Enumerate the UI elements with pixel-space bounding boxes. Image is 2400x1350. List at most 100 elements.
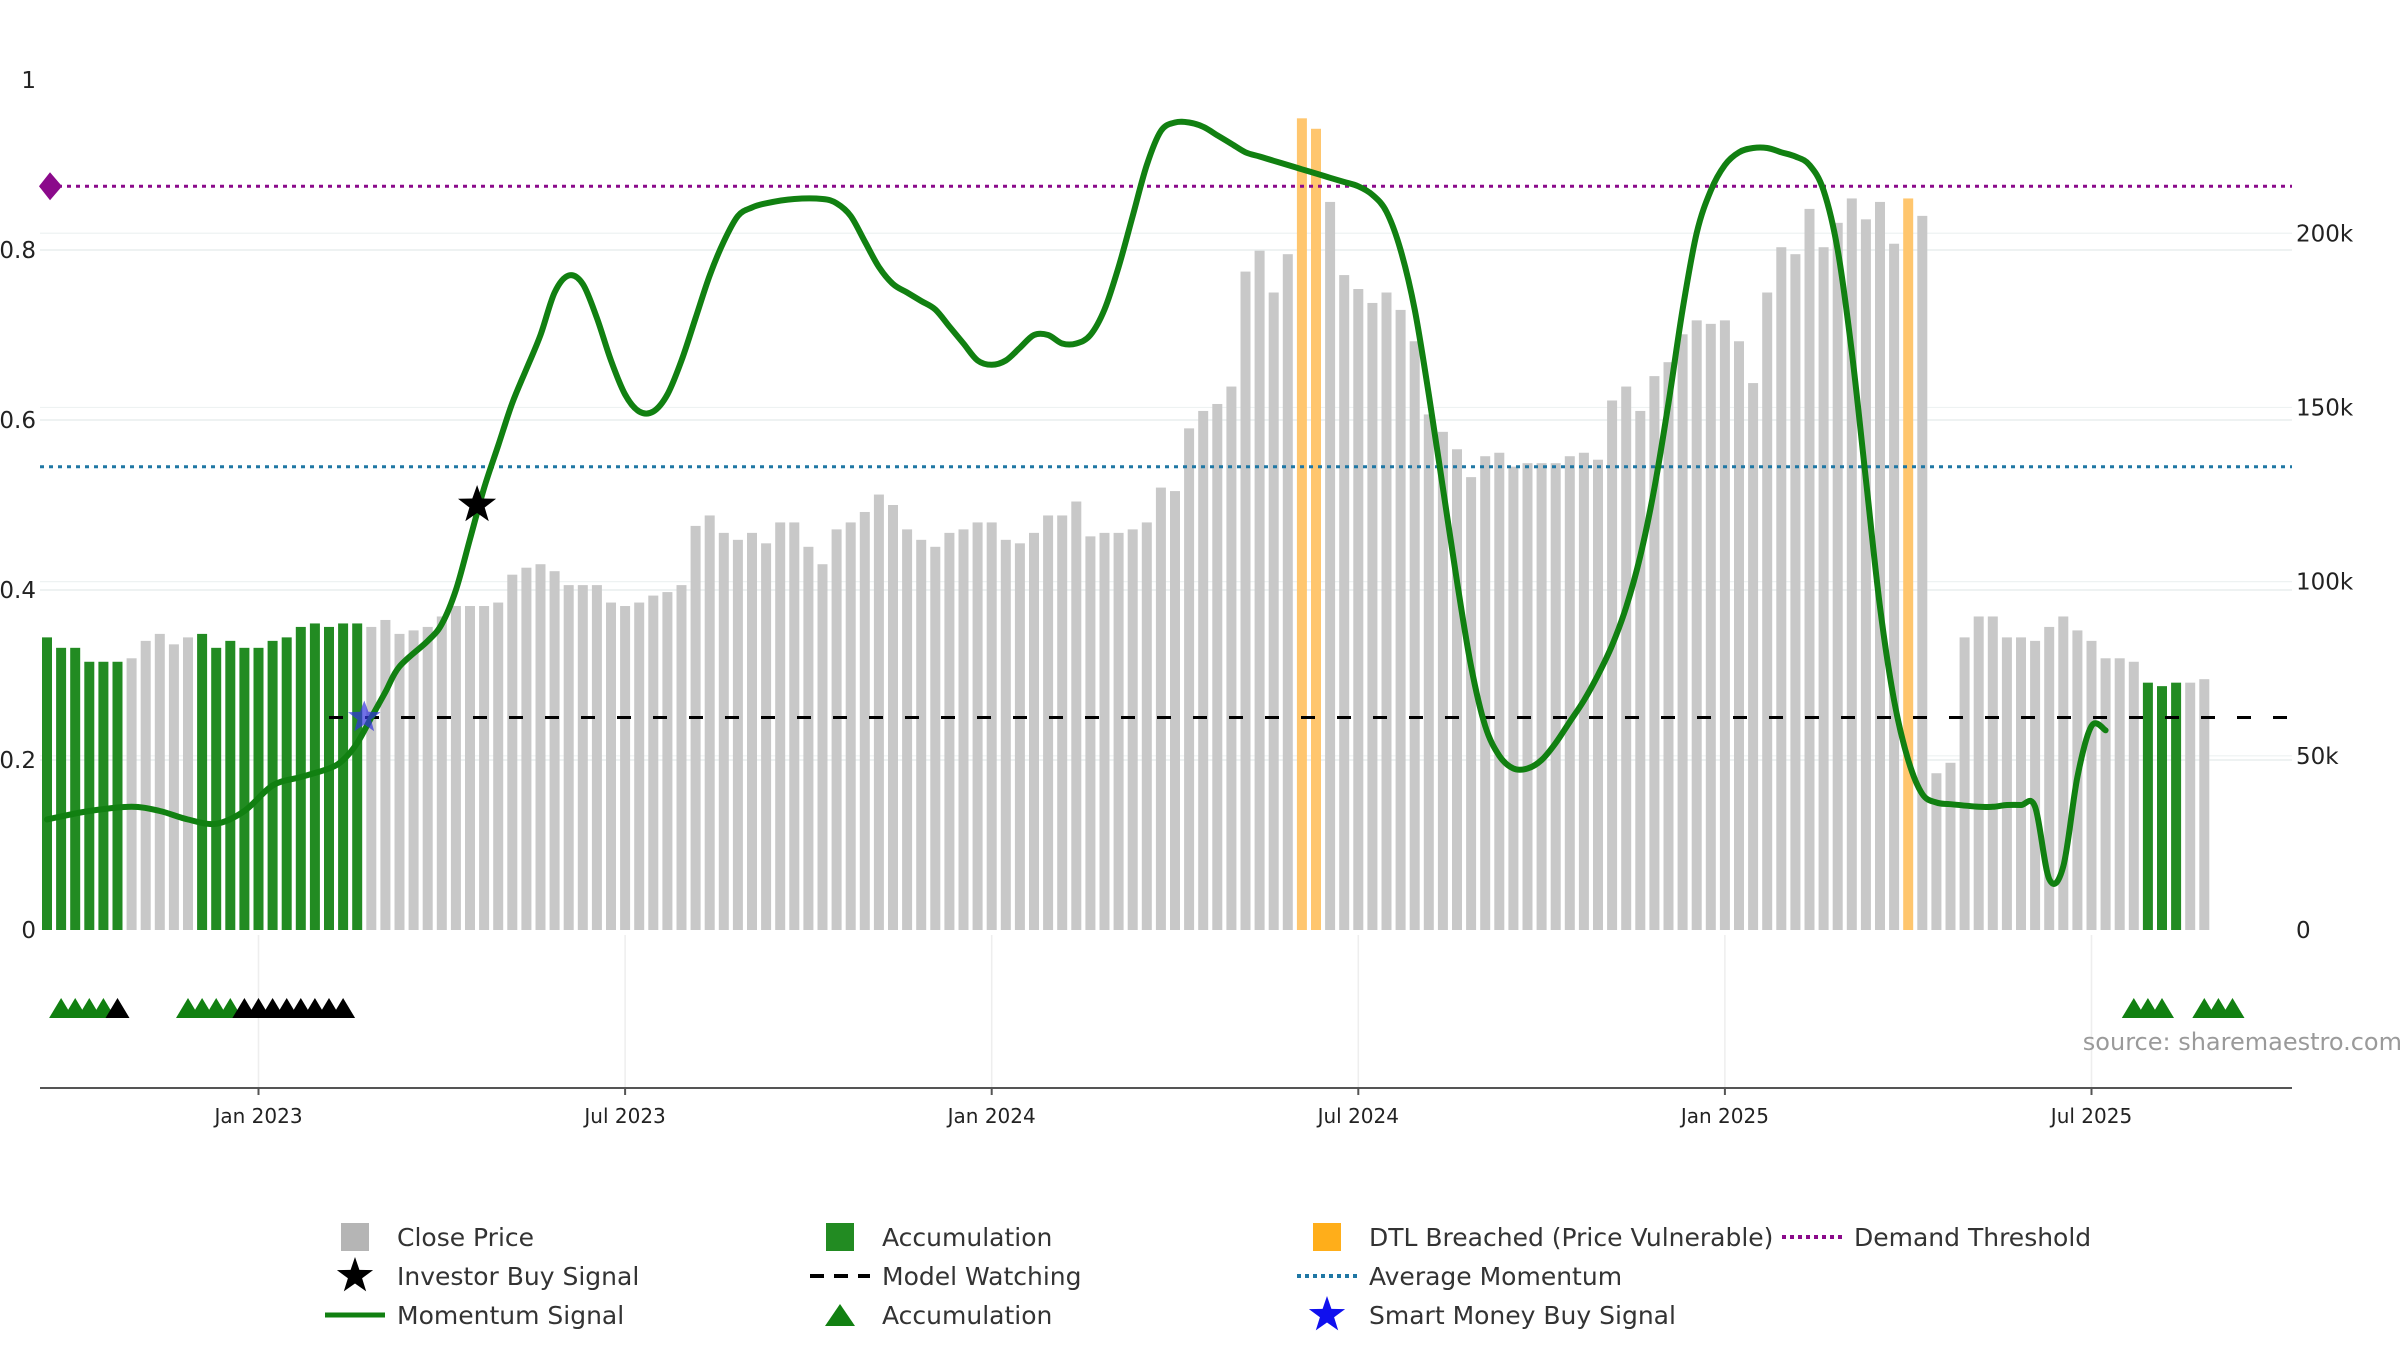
legend-item-demand-threshold: Demand Threshold bbox=[1782, 1223, 2091, 1252]
close-price-bar bbox=[1508, 466, 1519, 930]
close-price-bar bbox=[1184, 428, 1195, 930]
close-price-bar bbox=[1663, 362, 1674, 930]
legend-square-icon bbox=[826, 1223, 854, 1251]
close-price-bar bbox=[972, 522, 983, 930]
accumulation-bar bbox=[211, 647, 222, 930]
close-price-bar bbox=[1593, 459, 1603, 930]
close-price-bar bbox=[2016, 637, 2026, 930]
close-price-bar bbox=[2044, 626, 2055, 930]
legend-label: Close Price bbox=[397, 1223, 534, 1252]
y-tick-label-right: 100k bbox=[2296, 570, 2354, 596]
source-label: source: sharemaestro.com bbox=[2083, 1028, 2400, 1056]
close-price-bar bbox=[1790, 254, 1801, 931]
y-tick-label-left: 1 bbox=[21, 68, 36, 94]
close-price-bar bbox=[2128, 661, 2139, 930]
close-price-bar bbox=[2086, 640, 2097, 930]
close-price-bar bbox=[1367, 302, 1378, 930]
close-price-bar bbox=[436, 616, 447, 930]
close-price-bar bbox=[1353, 289, 1364, 931]
close-price-bar bbox=[1494, 452, 1505, 930]
close-price-bar bbox=[577, 585, 588, 930]
close-price-bar bbox=[1466, 477, 1477, 930]
close-price-bar bbox=[1437, 431, 1448, 930]
legend-item-investor-buy-signal: Investor Buy Signal bbox=[336, 1257, 639, 1292]
close-price-bar bbox=[1649, 376, 1660, 930]
close-price-bar bbox=[1240, 271, 1251, 930]
close-price-bar bbox=[902, 529, 913, 930]
close-price-bar bbox=[493, 602, 504, 930]
close-price-bar bbox=[1959, 637, 1970, 930]
close-price-bar bbox=[408, 630, 419, 930]
signal-markers bbox=[39, 172, 497, 732]
close-price-bar bbox=[986, 522, 997, 930]
close-price-bar bbox=[1282, 254, 1293, 931]
close-price-bar bbox=[549, 571, 560, 930]
close-price-bar bbox=[761, 543, 772, 930]
accumulation-bar bbox=[2171, 682, 2182, 930]
accumulation-bar bbox=[197, 633, 208, 930]
legend-triangle-icon bbox=[825, 1304, 855, 1326]
y-tick-label-right: 150k bbox=[2296, 395, 2354, 421]
legend-star-icon bbox=[1308, 1296, 1346, 1331]
close-price-bar bbox=[1578, 452, 1589, 930]
close-price-bar bbox=[394, 633, 405, 930]
close-price-bar bbox=[1931, 773, 1942, 930]
close-price-bar bbox=[1804, 208, 1815, 931]
close-price-bar bbox=[648, 595, 659, 930]
close-price-bar bbox=[789, 522, 800, 930]
close-price-bar bbox=[479, 606, 490, 930]
close-price-bar bbox=[930, 546, 941, 930]
close-price-bar bbox=[1818, 247, 1829, 930]
legend-label: Investor Buy Signal bbox=[397, 1262, 639, 1291]
legend-label: Accumulation bbox=[882, 1223, 1052, 1252]
close-price-bar bbox=[845, 522, 856, 930]
close-price-bar bbox=[1522, 463, 1533, 930]
close-price-bar bbox=[1198, 410, 1209, 930]
accumulation-bar bbox=[324, 626, 334, 930]
close-price-bar bbox=[521, 567, 532, 930]
close-price-bar bbox=[450, 606, 461, 930]
accumulation-bar bbox=[281, 637, 292, 930]
demand-threshold-marker bbox=[39, 172, 62, 201]
close-price-bar bbox=[620, 606, 631, 930]
legend-item-accumulation: Accumulation bbox=[825, 1301, 1052, 1330]
accumulation-triangles bbox=[49, 998, 2245, 1018]
close-price-bar bbox=[718, 532, 729, 930]
legend-item-dtl-breached-price-vulnerable: DTL Breached (Price Vulnerable) bbox=[1313, 1223, 1773, 1252]
close-price-bar bbox=[1099, 532, 1110, 930]
close-price-bar bbox=[916, 539, 927, 930]
close-price-bar bbox=[1071, 501, 1082, 930]
dtl-breached-bar bbox=[1903, 198, 1914, 930]
close-price-bar bbox=[1564, 456, 1575, 930]
close-price-bar bbox=[1057, 515, 1068, 930]
close-price-bar bbox=[380, 619, 391, 930]
close-price-bar bbox=[1268, 292, 1279, 930]
x-tick-label: Jul 2024 bbox=[1316, 1104, 1399, 1128]
close-price-bar bbox=[2185, 682, 2196, 930]
close-price-bar bbox=[690, 525, 701, 930]
close-price-bar bbox=[507, 574, 518, 930]
close-price-bar bbox=[1536, 463, 1547, 930]
accumulation-triangle bbox=[2220, 998, 2245, 1018]
legend-label: Model Watching bbox=[882, 1262, 1082, 1291]
close-price-bar bbox=[1029, 532, 1039, 930]
momentum-signal bbox=[44, 118, 2109, 887]
close-price-bar bbox=[747, 532, 757, 930]
close-price-bar bbox=[634, 602, 645, 930]
legend-item-average-momentum: Average Momentum bbox=[1297, 1262, 1622, 1291]
close-price-bar bbox=[1889, 243, 1900, 931]
x-tick-label: Jul 2025 bbox=[2049, 1104, 2132, 1128]
close-price-bar bbox=[1635, 410, 1646, 930]
close-price-bar bbox=[1085, 536, 1096, 930]
accumulation-triangle bbox=[105, 998, 130, 1018]
close-price-bar bbox=[704, 515, 715, 930]
accumulation-bar bbox=[98, 661, 109, 930]
y-tick-label-right: 50k bbox=[2296, 744, 2339, 770]
close-price-bar bbox=[1846, 198, 1857, 930]
close-price-bar bbox=[1677, 334, 1688, 930]
close-price-bar bbox=[465, 606, 475, 930]
close-price-bar bbox=[1691, 320, 1702, 930]
close-price-bar bbox=[1452, 449, 1462, 930]
y-tick-label-left: 0 bbox=[21, 918, 36, 944]
close-price-bar bbox=[1748, 383, 1759, 931]
